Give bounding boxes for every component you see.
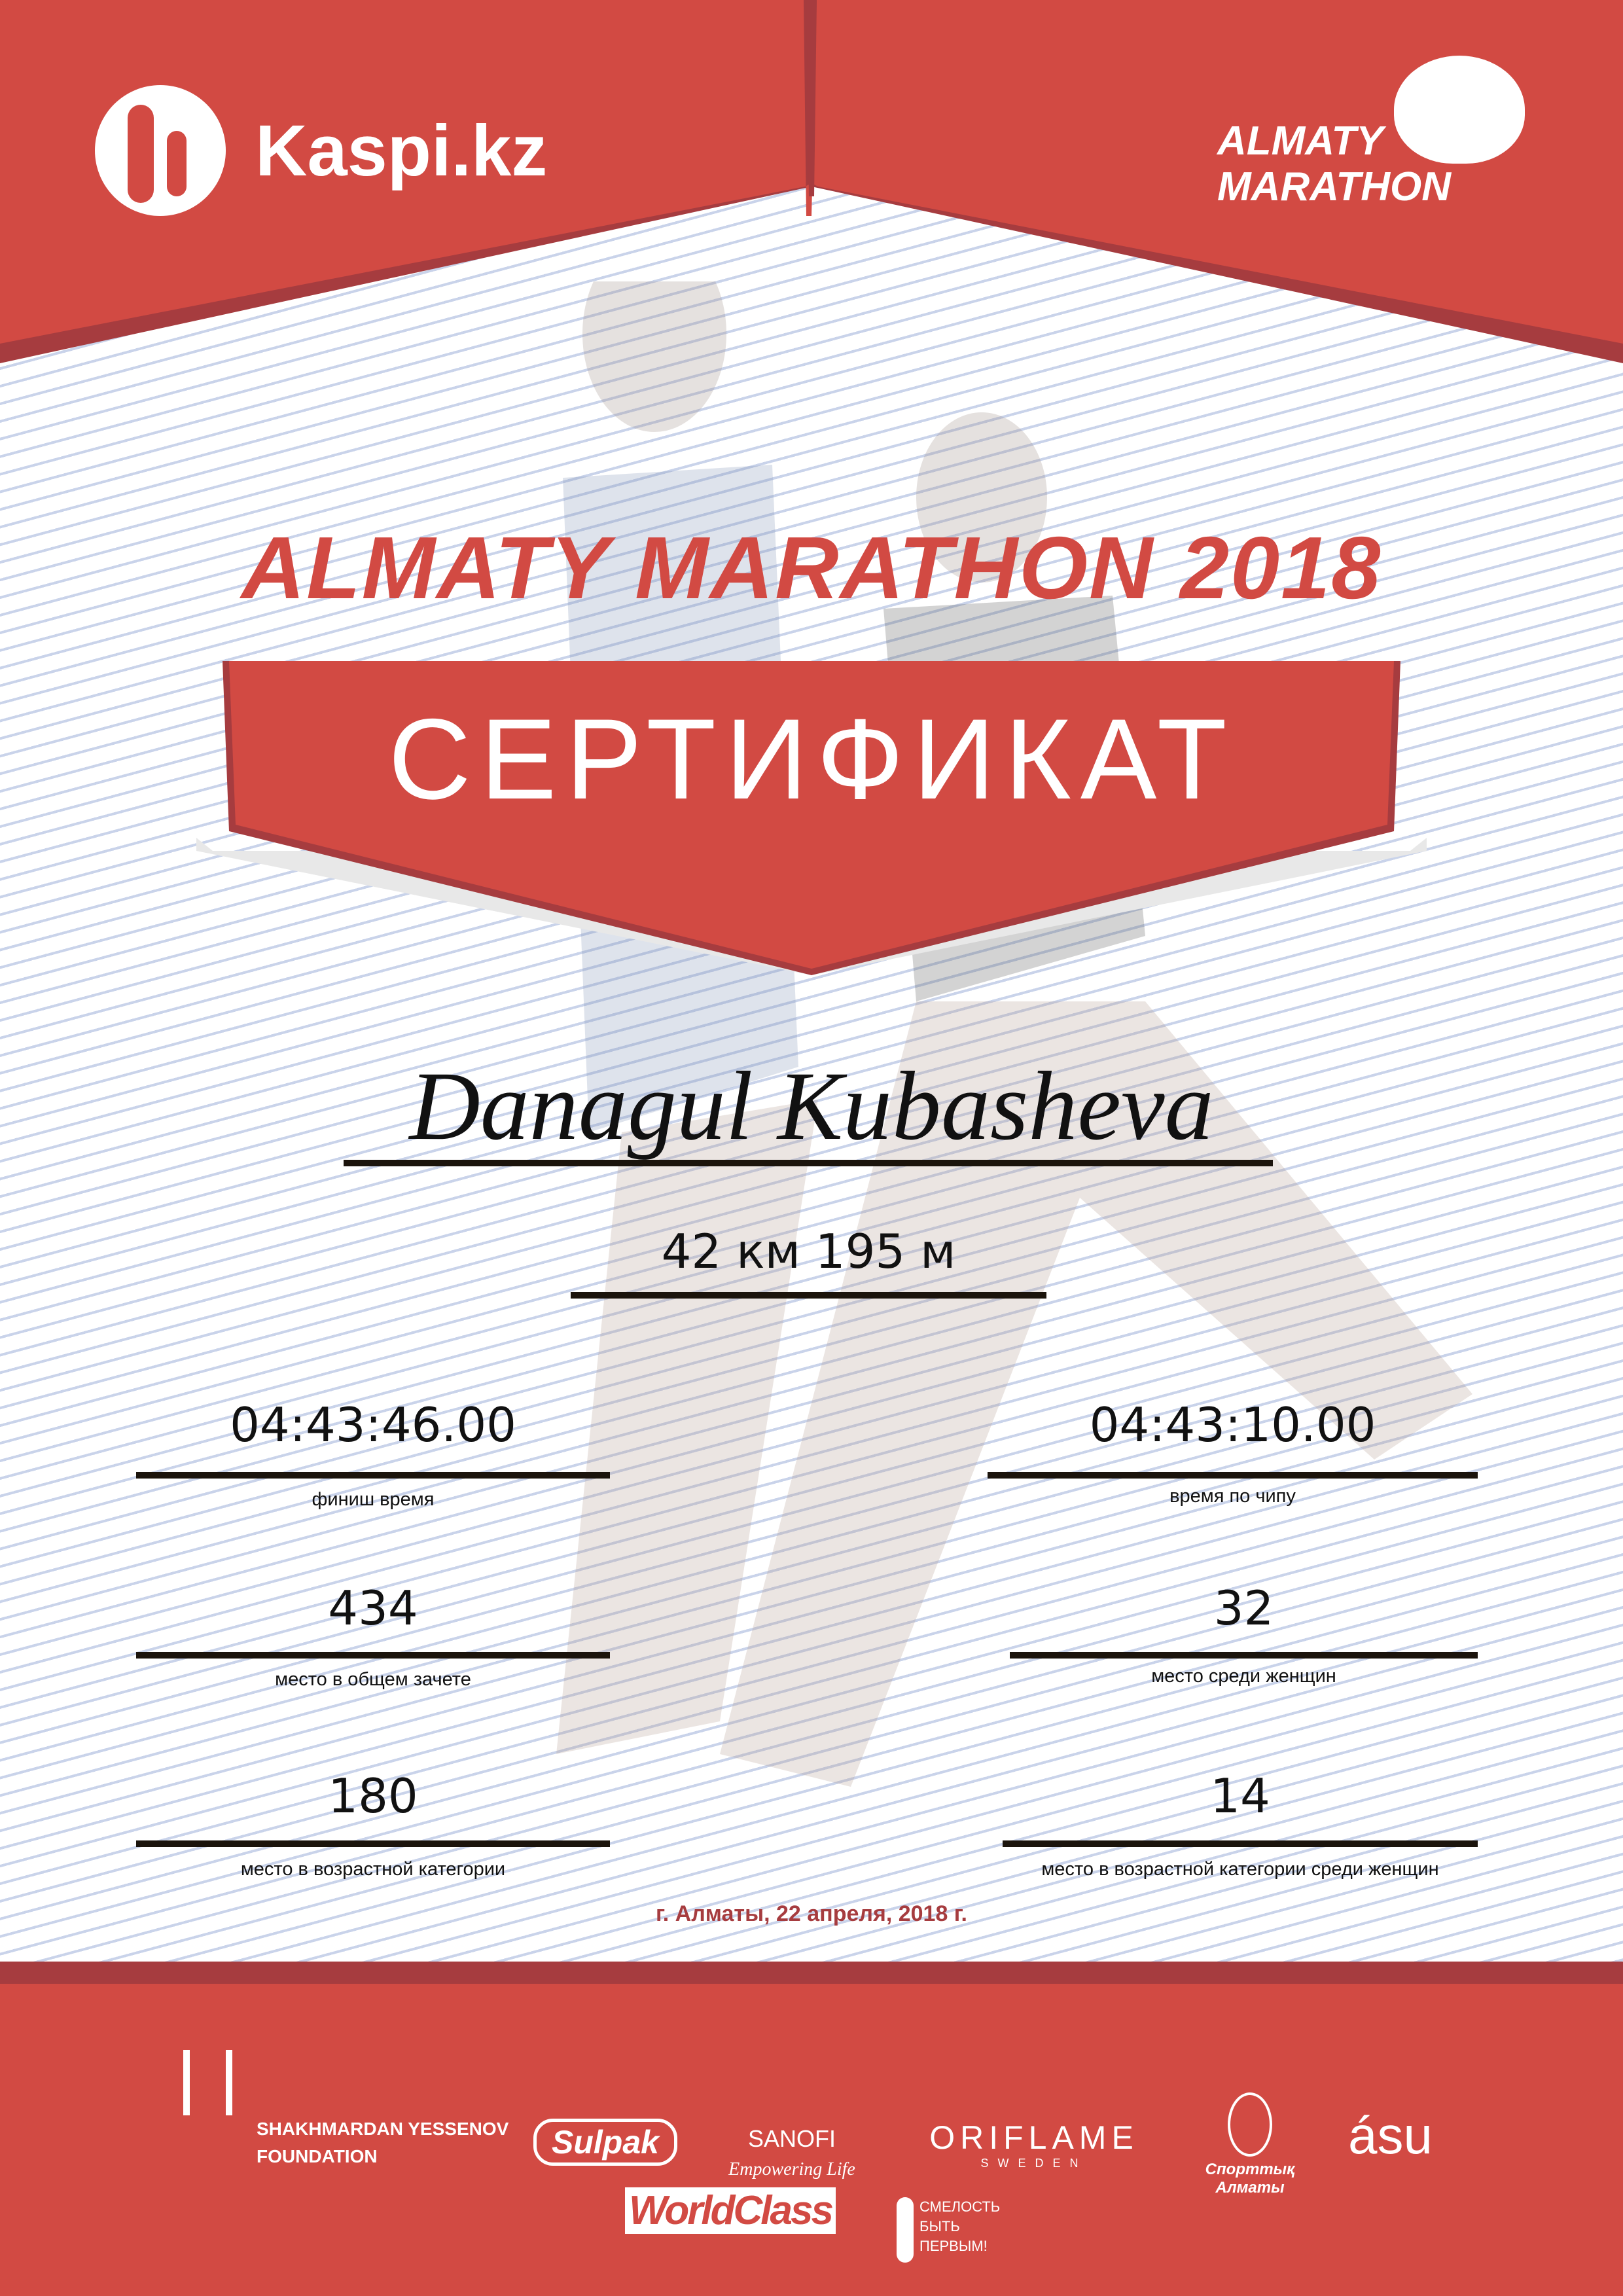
worldclass-logo: WorldClass bbox=[625, 2187, 836, 2234]
finish-time-value: 04:43:46.00 bbox=[230, 1397, 516, 1452]
almaty-logo-line2: MARATHON bbox=[1217, 164, 1452, 209]
yessenov-logo: SHAKHMARDAN YESSENOV FOUNDATION bbox=[257, 2119, 509, 2166]
yessenov-icon bbox=[183, 2050, 232, 2115]
runner-icon bbox=[1394, 56, 1525, 164]
certificate-banner bbox=[196, 661, 1427, 975]
divider bbox=[1010, 1652, 1478, 1659]
sanofi-logo: SANOFI Empowering Life bbox=[728, 2125, 855, 2179]
header-banner bbox=[0, 0, 1623, 363]
overall-place-label: место в общем зачете bbox=[275, 1669, 471, 1690]
overall-place-value: 434 bbox=[328, 1581, 418, 1636]
oriflame-logo: ORIFLAME SWEDEN bbox=[929, 2119, 1139, 2170]
participant-name: Danagul Kubasheva bbox=[409, 1052, 1214, 1160]
women-age-place-label: место в возрастной категории среди женщи… bbox=[1041, 1859, 1439, 1880]
certificate-heading: СЕРТИФИКАТ bbox=[388, 696, 1236, 823]
divider bbox=[136, 1472, 610, 1479]
almaty-logo-line1: ALMATY bbox=[1217, 118, 1383, 164]
divider bbox=[1003, 1840, 1478, 1847]
kaspi-logo: Kaspi.kz bbox=[95, 85, 547, 216]
chip-time-label: время по чипу bbox=[1169, 1486, 1296, 1507]
almaty-marathon-logo: ALMATY MARATHON bbox=[1211, 56, 1525, 213]
divider bbox=[988, 1472, 1478, 1479]
finish-time-label: финиш время bbox=[312, 1489, 435, 1510]
distance: 42 км 195 м bbox=[661, 1224, 956, 1279]
issue-date: г. Алматы, 22 апреля, 2018 г. bbox=[656, 1901, 967, 1926]
sport-almaty-logo: Спорттық Алматы bbox=[1198, 2092, 1302, 2197]
kaspi-logo-text: Kaspi.kz bbox=[255, 110, 548, 191]
name-underline bbox=[344, 1160, 1273, 1166]
divider bbox=[136, 1652, 610, 1659]
background-lines bbox=[0, 0, 1623, 1964]
sulpak-logo: Sulpak bbox=[533, 2119, 677, 2166]
event-title: ALMATY MARATHON 2018 bbox=[241, 518, 1382, 617]
age-place-label: место в возрастной категории bbox=[240, 1859, 506, 1880]
sponsors-footer: SHAKHMARDAN YESSENOV FOUNDATION Sulpak SA… bbox=[0, 1962, 1623, 2296]
asu-logo: ásu bbox=[1348, 2106, 1433, 2164]
divider bbox=[136, 1840, 610, 1847]
sport-almaty-emblem bbox=[1228, 2092, 1272, 2157]
kaspi-icon bbox=[95, 85, 226, 216]
fund-logo: СМЕЛОСТЬ БЫТЬ ПЕРВЫМ! bbox=[919, 2198, 1001, 2254]
chip-time-value: 04:43:10.00 bbox=[1089, 1397, 1376, 1452]
age-place-value: 180 bbox=[328, 1768, 418, 1823]
fund-icon bbox=[897, 2197, 914, 2263]
footer-stripe bbox=[0, 1962, 1623, 1984]
women-age-place-value: 14 bbox=[1210, 1768, 1270, 1823]
distance-underline bbox=[571, 1292, 1046, 1299]
women-place-value: 32 bbox=[1213, 1581, 1274, 1636]
women-place-label: место среди женщин bbox=[1151, 1666, 1336, 1687]
